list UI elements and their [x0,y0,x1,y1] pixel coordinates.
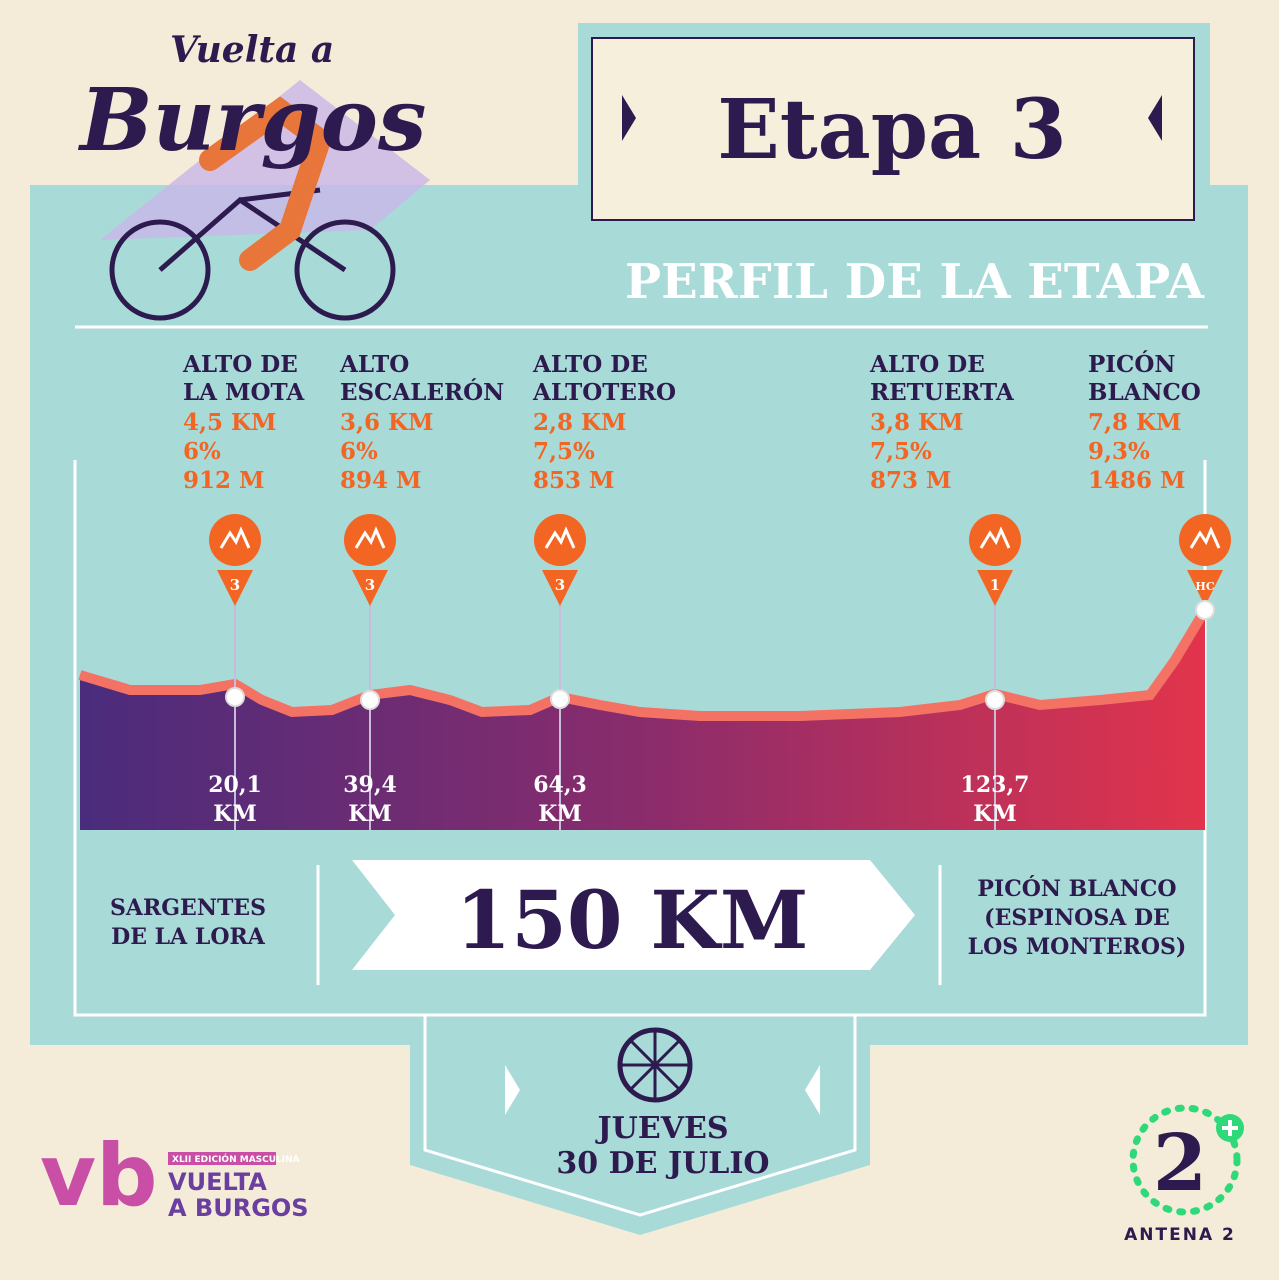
subtitle: PERFIL DE LA ETAPA [625,254,1205,310]
climb-length: 7,8 KM [1088,409,1181,436]
wing [100,80,430,240]
climb-flag [1187,570,1223,606]
tv-logo: 2 ANTENA 2 [1124,1104,1244,1245]
finish: (ESPINOSA DE [984,905,1170,931]
logo-top: Vuelta a [170,29,334,71]
start: SARGENTES [110,895,266,921]
brand-line: VUELTA [168,1168,267,1196]
finish: PICÓN BLANCO [977,875,1176,902]
climb-point [1195,600,1215,620]
climb-category: 3 [555,576,565,594]
km-marker: 64,3 [533,772,587,798]
elevation-profile [80,610,1205,830]
wheel-spokes [620,1030,690,1100]
climb-point [360,690,380,710]
km-marker: KM [973,801,1016,827]
climb-name: ALTO DE [869,351,985,378]
climb-length: 4,5 KM [183,409,276,436]
climb-gradient: 7,5% [870,438,932,465]
distance-arrow [352,860,915,970]
climb-point [225,687,245,707]
climb-gradient: 7,5% [533,438,595,465]
tv-number: 2 [1153,1118,1207,1209]
km-marker: 39,4 [343,772,397,798]
vb-mark: vb [40,1126,158,1226]
climb-length: 2,8 KM [533,409,626,436]
climb-name: ALTOTERO [532,379,676,406]
km-marker: KM [213,801,256,827]
route: SARGENTES DE LA LORA PICÓN BLANCO (ESPINOSA… [110,875,1186,960]
climb-flag [542,570,578,606]
climb-category: 3 [365,576,375,594]
start: DE LA LORA [111,924,266,950]
logo: Vuelta a Burgos [77,29,430,321]
climb-gradient: 6% [340,438,378,465]
climb-point [550,689,570,709]
km-marker: KM [538,801,581,827]
climb-altitude: 853 M [533,467,614,494]
distance: 150 KM [456,873,809,967]
logo-main: Burgos [77,70,426,171]
climb-icon [219,526,251,549]
tv-ring [1129,1104,1241,1216]
edition: XLII EDICIÓN MASCULINA [172,1153,300,1165]
date-frame [423,1015,857,1217]
date-line: 30 DE JULIO [556,1146,769,1181]
climb-name: ALTO [339,351,409,378]
climb-icon [354,526,386,549]
title-box [591,37,1195,221]
tv-name: ANTENA 2 [1124,1225,1236,1245]
climb-name: LA MOTA [183,379,305,406]
climb-altitude: 894 M [340,467,421,494]
climb-name: BLANCO [1088,379,1201,406]
climb-length: 3,8 KM [870,409,963,436]
climb-icon [544,526,576,549]
stage-title: Etapa 3 [717,82,1067,178]
climb-name: RETUERTA [870,379,1015,406]
km-marker: 123,7 [961,772,1030,798]
climb-length: 3,6 KM [340,409,433,436]
date-line: JUEVES [594,1111,728,1146]
wheel [294,219,396,321]
km-marker: KM [348,801,391,827]
climb-gradient: 6% [183,438,221,465]
climb-name: ALTO DE [182,351,298,378]
brand-logo: vb XLII EDICIÓN MASCULINA VUELTA A BURGO… [40,1126,309,1226]
climb-category: 1 [990,576,1000,594]
finish: LOS MONTEROS) [968,934,1187,960]
climb-flag [977,570,1013,606]
climb-altitude: 912 M [183,467,264,494]
km-marker: 20,1 [208,772,262,798]
climb-point [985,690,1005,710]
rider [199,96,333,271]
climb-category: HC [1195,580,1214,593]
brand-line: A BURGOS [168,1194,309,1222]
climb-name: ESCALERÓN [340,379,504,406]
tv-plus-sign [1222,1120,1238,1136]
climb-flag [352,570,388,606]
climb-icon [1189,526,1221,549]
climb-category: 3 [230,576,240,594]
climb-altitude: 1486 M [1088,467,1185,494]
climb-flag [217,570,253,606]
climb-icon [979,526,1011,549]
edition-band [168,1152,276,1165]
climb-altitude: 873 M [870,467,951,494]
climb-name: PICÓN [1088,351,1175,378]
climb-name: ALTO DE [532,351,648,378]
climb-gradient: 9,3% [1088,438,1150,465]
wheel [109,219,211,321]
